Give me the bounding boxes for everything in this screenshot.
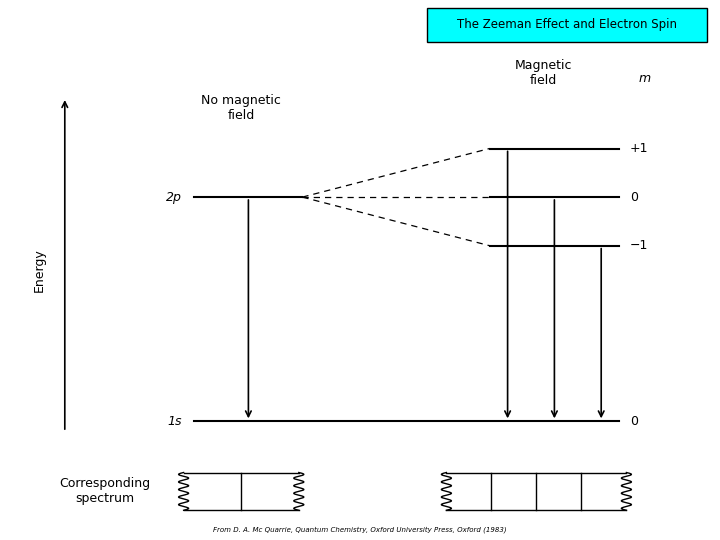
Text: 0: 0 xyxy=(630,415,638,428)
Text: Energy: Energy xyxy=(33,248,46,292)
Text: The Zeeman Effect and Electron Spin: The Zeeman Effect and Electron Spin xyxy=(456,18,677,31)
Text: 1s: 1s xyxy=(167,415,181,428)
FancyBboxPatch shape xyxy=(427,8,707,42)
Text: From D. A. Mc Quarrie, Quantum Chemistry, Oxford University Press, Oxford (1983): From D. A. Mc Quarrie, Quantum Chemistry… xyxy=(213,526,507,533)
Text: −1: −1 xyxy=(630,239,649,252)
Text: No magnetic
field: No magnetic field xyxy=(202,94,281,122)
Text: 0: 0 xyxy=(630,191,638,204)
Text: m: m xyxy=(639,72,650,85)
Text: Magnetic
field: Magnetic field xyxy=(515,59,572,87)
Text: +1: +1 xyxy=(630,142,649,155)
Text: Corresponding
spectrum: Corresponding spectrum xyxy=(59,477,150,505)
Text: 2p: 2p xyxy=(166,191,181,204)
